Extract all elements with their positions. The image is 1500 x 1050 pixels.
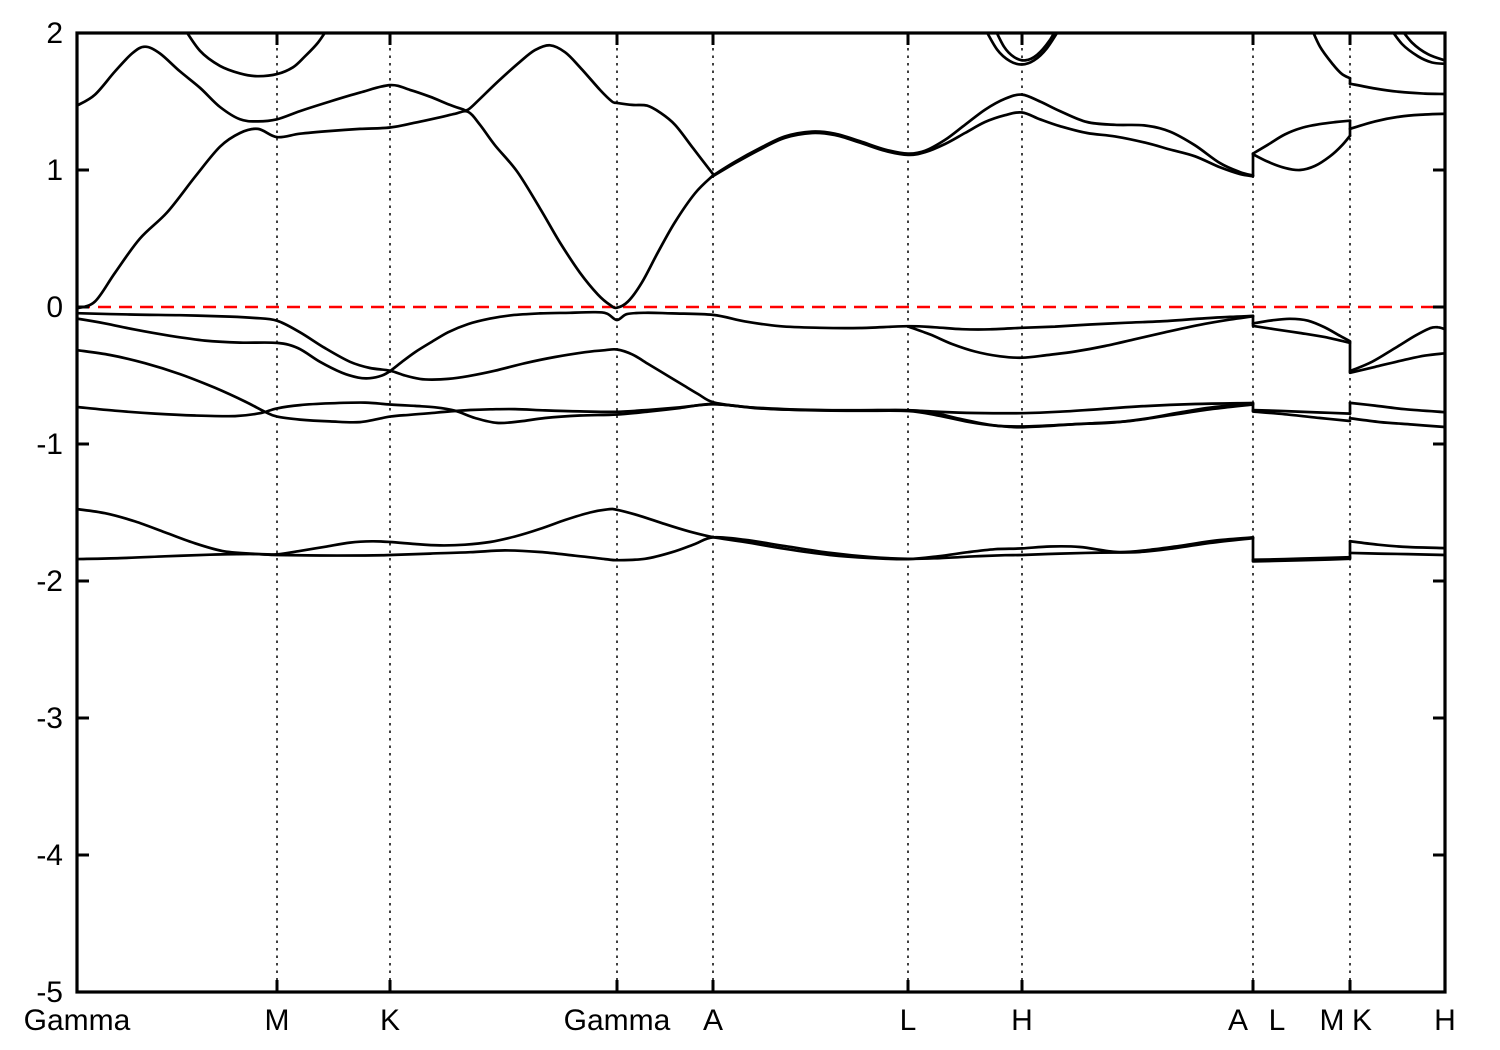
- y-axis-label-1: 1: [46, 154, 63, 187]
- band-curve-deep-kh-2: [1348, 551, 1445, 557]
- band-curves: [77, 33, 1445, 563]
- band-curve-valence-top: [77, 310, 1255, 380]
- plot-frame: [75, 31, 1447, 994]
- band-curve-conduction-upper: [77, 43, 715, 176]
- band-curve-conduction-m-pocket: [185, 33, 327, 78]
- band-curve-deep-kh-1: [1348, 539, 1445, 550]
- band-curve-conduction-h-pocket-1: [985, 33, 1059, 66]
- band-curve-deep-lm-2: [1251, 557, 1352, 563]
- band-curve-conduction-kh-mid: [1348, 112, 1445, 131]
- y-axis-label--2: -2: [36, 565, 63, 598]
- band-curve-conduction-h-pocket-2: [995, 33, 1056, 62]
- band-curve-valence-lm-low-1: [1251, 408, 1352, 415]
- band-curve-valence-lm-top-2: [1251, 324, 1352, 345]
- x-axis-label-3-Gamma: Gamma: [564, 1004, 671, 1037]
- y-axis-label--5: -5: [36, 976, 63, 1009]
- band-curve-conduction-kh-upper: [1348, 82, 1445, 96]
- band-curve-valence-l-split: [906, 314, 1255, 360]
- band-curve-conduction-lm-low: [1251, 134, 1352, 172]
- x-axis-label-9-M: M: [1320, 1004, 1345, 1037]
- y-axis-label--1: -1: [36, 428, 63, 461]
- band-curve-conduction-lm-mid: [1251, 119, 1352, 155]
- x-axis-label-10-K: K: [1352, 1004, 1372, 1037]
- y-axis-label-0: 0: [46, 291, 63, 324]
- x-axis-label-8-L: L: [1269, 1004, 1286, 1037]
- band-curve-conduction-a-l-h-upper: [711, 93, 1255, 177]
- band-curve-valence-kh-3: [1348, 401, 1445, 414]
- x-axis-label-4-A: A: [703, 1004, 723, 1037]
- gridlines: [276, 33, 1351, 992]
- x-axis-label-2-K: K: [380, 1004, 400, 1037]
- band-curve-deep-band-1: [77, 507, 1255, 561]
- band-curve-conduction-kh-top-2: [1402, 33, 1445, 62]
- x-axis-label-7-A: A: [1228, 1004, 1248, 1037]
- band-curve-deep-band-2: [77, 535, 1255, 562]
- band-curve-conduction-a-l-h-lower: [711, 110, 1255, 178]
- band-curve-valence-kh-1: [1348, 325, 1445, 373]
- band-curve-valence-lm-low-2: [1251, 410, 1352, 423]
- band-curve-valence-kh-2: [1348, 351, 1445, 375]
- y-axis-label--3: -3: [36, 702, 63, 735]
- x-axis-label-1-M: M: [265, 1004, 290, 1037]
- x-axis-label-6-H: H: [1011, 1004, 1033, 1037]
- band-curve-conduction-kh-top-1: [1391, 33, 1445, 66]
- band-curve-conduction-lm-from-top: [1312, 33, 1352, 80]
- band-curve-valence-lm-top-1: [1251, 317, 1352, 343]
- x-axis-label-11-H: H: [1434, 1004, 1456, 1037]
- band-curve-deep-lm-1: [1251, 555, 1352, 562]
- x-axis-label-0-Gamma: Gamma: [24, 1004, 131, 1037]
- band-curve-valence-deep-1: [77, 348, 1255, 424]
- band-curve-conduction-gamma-loop: [77, 109, 715, 310]
- y-axis-label--4: -4: [36, 839, 63, 872]
- axis-ticks: [75, 31, 1447, 994]
- band-curve-valence-deep-2: [77, 401, 1255, 428]
- x-axis-label-5-L: L: [900, 1004, 917, 1037]
- band-curve-valence-kh-4: [1348, 416, 1445, 429]
- y-axis-label-2: 2: [46, 17, 63, 50]
